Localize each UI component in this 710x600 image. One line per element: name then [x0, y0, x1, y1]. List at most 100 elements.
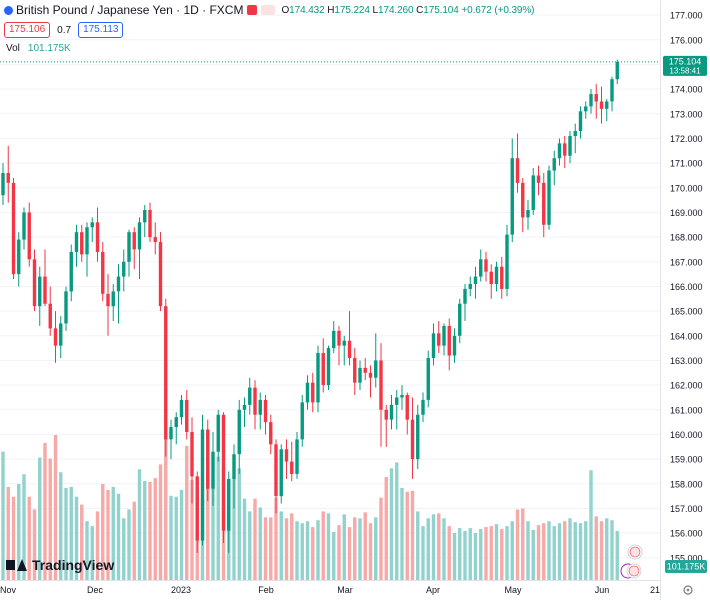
volume-bar	[300, 523, 304, 580]
candle	[473, 266, 478, 299]
x-tick-label: 21	[650, 585, 660, 595]
symbol-flag-icon	[4, 5, 13, 15]
candle	[148, 202, 152, 243]
volume-bar	[106, 489, 110, 580]
volume-bar	[53, 435, 58, 580]
candle	[111, 283, 115, 321]
y-tick-label: 161.000	[670, 405, 703, 415]
candle	[400, 385, 404, 410]
candle	[64, 286, 68, 331]
candle	[500, 256, 504, 299]
candle	[515, 133, 520, 193]
volume-bar	[305, 521, 310, 580]
volume-bar	[342, 514, 346, 580]
volume-bar	[143, 481, 147, 580]
candle	[59, 316, 63, 358]
volume-bar	[148, 482, 152, 580]
candle	[137, 217, 142, 280]
ohlc-readout: O174.432 H175.224 L174.260 C175.104 +0.6…	[281, 4, 535, 16]
volume-bar	[22, 474, 26, 580]
candle	[447, 318, 451, 371]
candle	[164, 298, 168, 457]
spread-value: 0.7	[57, 24, 72, 36]
svg-text:13:58:41: 13:58:41	[669, 66, 701, 75]
candle	[521, 177, 525, 233]
volume-bar	[615, 531, 619, 580]
symbol-title[interactable]: British Pound / Japanese Yen · 1D · FXCM	[16, 3, 244, 17]
y-tick-label: 174.000	[670, 85, 703, 95]
volume-bar	[185, 445, 189, 580]
sell-button[interactable]: 175.106	[4, 22, 51, 38]
candle	[594, 84, 598, 119]
candle	[6, 145, 10, 203]
event-icon-group[interactable]	[620, 563, 642, 579]
volume-bar	[211, 479, 215, 580]
candle	[452, 328, 457, 363]
volume-bar	[463, 531, 467, 580]
volume-bar	[101, 483, 105, 580]
candle	[573, 123, 577, 154]
volume-bar	[6, 486, 10, 580]
svg-text:175.104: 175.104	[669, 56, 702, 66]
volume-bar	[410, 490, 415, 580]
candle	[368, 365, 373, 398]
volume-bar	[1, 451, 5, 580]
tradingview-logo[interactable]: TradingView	[6, 557, 114, 573]
candle	[510, 138, 514, 243]
volume-bar	[468, 528, 472, 580]
candle	[80, 224, 84, 262]
volume-bar	[38, 457, 42, 580]
volume-bar	[578, 523, 583, 580]
volume-bar	[179, 489, 184, 580]
candle	[599, 86, 604, 124]
y-tick-label: 170.000	[670, 183, 703, 193]
volume-bar	[242, 498, 247, 580]
volume-bar	[290, 513, 294, 580]
volume-bar	[137, 469, 142, 580]
y-tick-label: 167.000	[670, 257, 703, 267]
candle	[442, 323, 446, 356]
y-tick-label: 162.000	[670, 381, 703, 391]
volume-bar	[584, 521, 588, 580]
candle	[263, 394, 268, 435]
settings-icon[interactable]	[683, 585, 693, 595]
candle	[437, 320, 441, 354]
volume-bar	[379, 497, 383, 580]
x-tick-label: Apr	[426, 585, 440, 595]
y-tick-label: 173.000	[670, 109, 703, 119]
volume-bar	[11, 496, 16, 580]
candle	[38, 266, 42, 326]
candle	[132, 227, 136, 270]
candle	[568, 131, 572, 164]
candle	[463, 283, 467, 321]
candle	[85, 222, 89, 277]
candle	[547, 165, 551, 230]
candle	[269, 414, 273, 455]
candle	[526, 200, 530, 230]
volume-bar	[500, 529, 504, 580]
candle	[615, 59, 619, 85]
buy-button[interactable]: 175.113	[78, 22, 124, 38]
volume-bar	[237, 468, 241, 580]
candle	[531, 168, 535, 215]
candle	[489, 264, 493, 299]
event-icon[interactable]	[627, 544, 643, 560]
candle	[479, 249, 483, 282]
y-tick-label: 165.000	[670, 307, 703, 317]
volume-bar	[295, 521, 299, 580]
volume-bar	[447, 526, 451, 580]
volume-bar	[421, 526, 425, 580]
volume-bar	[206, 474, 210, 580]
volume-bar	[190, 480, 194, 580]
volume-bar	[605, 518, 609, 580]
visibility-icon[interactable]	[261, 5, 276, 15]
volume-bar	[311, 527, 315, 580]
candle	[332, 320, 336, 354]
volume-label: Vol	[6, 43, 20, 54]
volume-bar	[484, 527, 488, 580]
market-status-icon[interactable]	[247, 5, 258, 15]
candle	[101, 242, 105, 302]
candle	[258, 392, 262, 430]
volume-bar	[416, 511, 420, 580]
